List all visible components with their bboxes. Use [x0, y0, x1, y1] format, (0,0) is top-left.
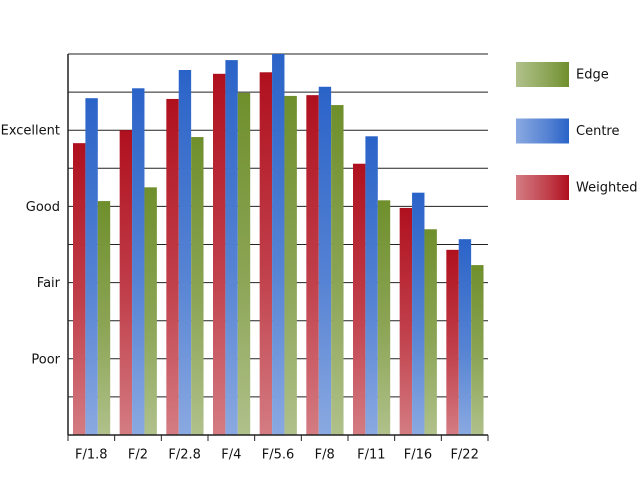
- bar: [259, 72, 273, 436]
- bar: [399, 207, 413, 435]
- legend-label: Centre: [576, 124, 619, 139]
- y-tick-label: Good: [26, 200, 60, 215]
- bar: [213, 73, 226, 435]
- x-tick-label: F/2.8: [168, 448, 201, 463]
- bar: [353, 163, 366, 435]
- bar: [272, 54, 285, 435]
- x-tick-label: F/16: [404, 448, 432, 463]
- bar: [132, 88, 145, 435]
- bar: [412, 192, 425, 435]
- x-tick-label: F/22: [450, 448, 478, 463]
- bar: [73, 143, 86, 436]
- legend-swatch: [516, 118, 569, 144]
- bar: [458, 239, 472, 435]
- bar: [377, 200, 391, 435]
- legend-swatch: [516, 62, 569, 87]
- bar: [306, 95, 319, 435]
- x-tick-label: F/8: [315, 448, 335, 463]
- bar: [191, 137, 204, 436]
- legend-label: Edge: [576, 68, 609, 83]
- x-tick-label: F/5.6: [262, 448, 295, 463]
- bar: [284, 95, 297, 435]
- bar: [85, 98, 98, 436]
- bar: [237, 92, 251, 435]
- bar: [178, 70, 192, 435]
- bar: [424, 229, 437, 435]
- y-tick-label: Excellent: [1, 124, 60, 139]
- x-tick-label: F/11: [357, 448, 385, 463]
- legend-label: Weighted: [576, 181, 638, 196]
- bar: [331, 105, 344, 435]
- x-tick-label: F/2: [128, 448, 148, 463]
- x-tick-label: F/1.8: [75, 448, 108, 463]
- bar: [365, 136, 378, 435]
- bar: [119, 130, 133, 435]
- x-tick-label: F/4: [221, 448, 241, 463]
- bar: [471, 265, 484, 435]
- bar: [166, 98, 179, 435]
- bar: [318, 86, 332, 436]
- bar: [97, 201, 111, 435]
- bar: [446, 249, 459, 435]
- y-tick-label: Fair: [37, 276, 61, 291]
- bar: [225, 60, 238, 435]
- legend-swatch: [516, 175, 569, 200]
- y-tick-label: Poor: [31, 352, 60, 367]
- bar: [144, 187, 157, 435]
